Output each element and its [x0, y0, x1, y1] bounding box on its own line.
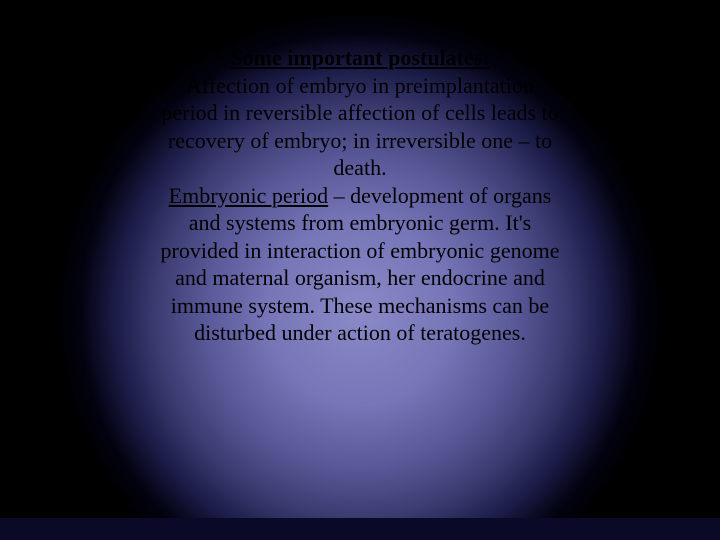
embryonic-period-label: Embryonic period [169, 183, 328, 208]
bottom-bar [0, 518, 720, 540]
slide-content: Some important postulates: Affection of … [160, 44, 560, 347]
slide-paragraph-2: Embryonic period – development of organs… [160, 182, 560, 347]
top-bar [0, 0, 720, 22]
slide-paragraph-1: Affection of embryo in preimplantation p… [160, 72, 560, 182]
slide-heading: Some important postulates: [160, 44, 560, 72]
